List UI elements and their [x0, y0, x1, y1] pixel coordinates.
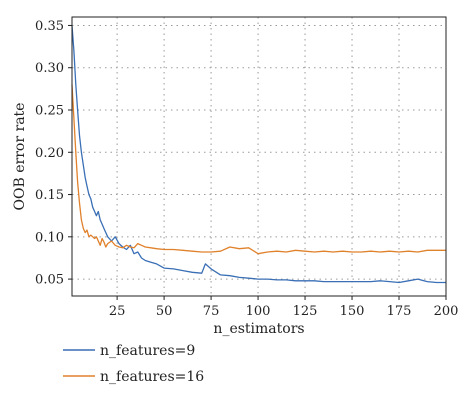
x-tick-label: 75: [203, 304, 220, 319]
x-tick-label: 50: [156, 304, 173, 319]
y-tick-label: 0.35: [35, 19, 64, 34]
x-tick-label: 175: [387, 304, 412, 319]
y-tick-label: 0.15: [35, 188, 64, 203]
x-tick-label: 200: [434, 304, 459, 319]
y-tick-label: 0.30: [35, 61, 64, 76]
y-tick-label: 0.25: [35, 104, 64, 119]
legend: n_features=9 n_features=16: [63, 343, 204, 385]
x-tick-label: 25: [109, 304, 126, 319]
x-axis-label: n_estimators: [213, 321, 304, 337]
plot-frame: [71, 16, 447, 297]
series-line-n-features-16: [71, 84, 446, 255]
y-tick-label: 0.10: [35, 230, 64, 245]
y-tick-label: 0.05: [35, 273, 64, 288]
axis-ticks: 25 50 75 100 125 150 175 200 0.05 0.10 0.15 0.20 0.2…: [35, 19, 458, 319]
x-tick-label: 150: [340, 304, 365, 319]
y-axis-label: OOB error rate: [12, 103, 28, 211]
y-tick-label: 0.20: [35, 146, 64, 161]
x-tick-label: 125: [293, 304, 318, 319]
legend-label-n-features-9: n_features=9: [100, 343, 195, 359]
x-tick-label: 100: [246, 304, 271, 319]
series-lines: [71, 25, 446, 284]
legend-label-n-features-16: n_features=16: [100, 369, 204, 385]
series-line-n-features-9: [71, 25, 446, 284]
